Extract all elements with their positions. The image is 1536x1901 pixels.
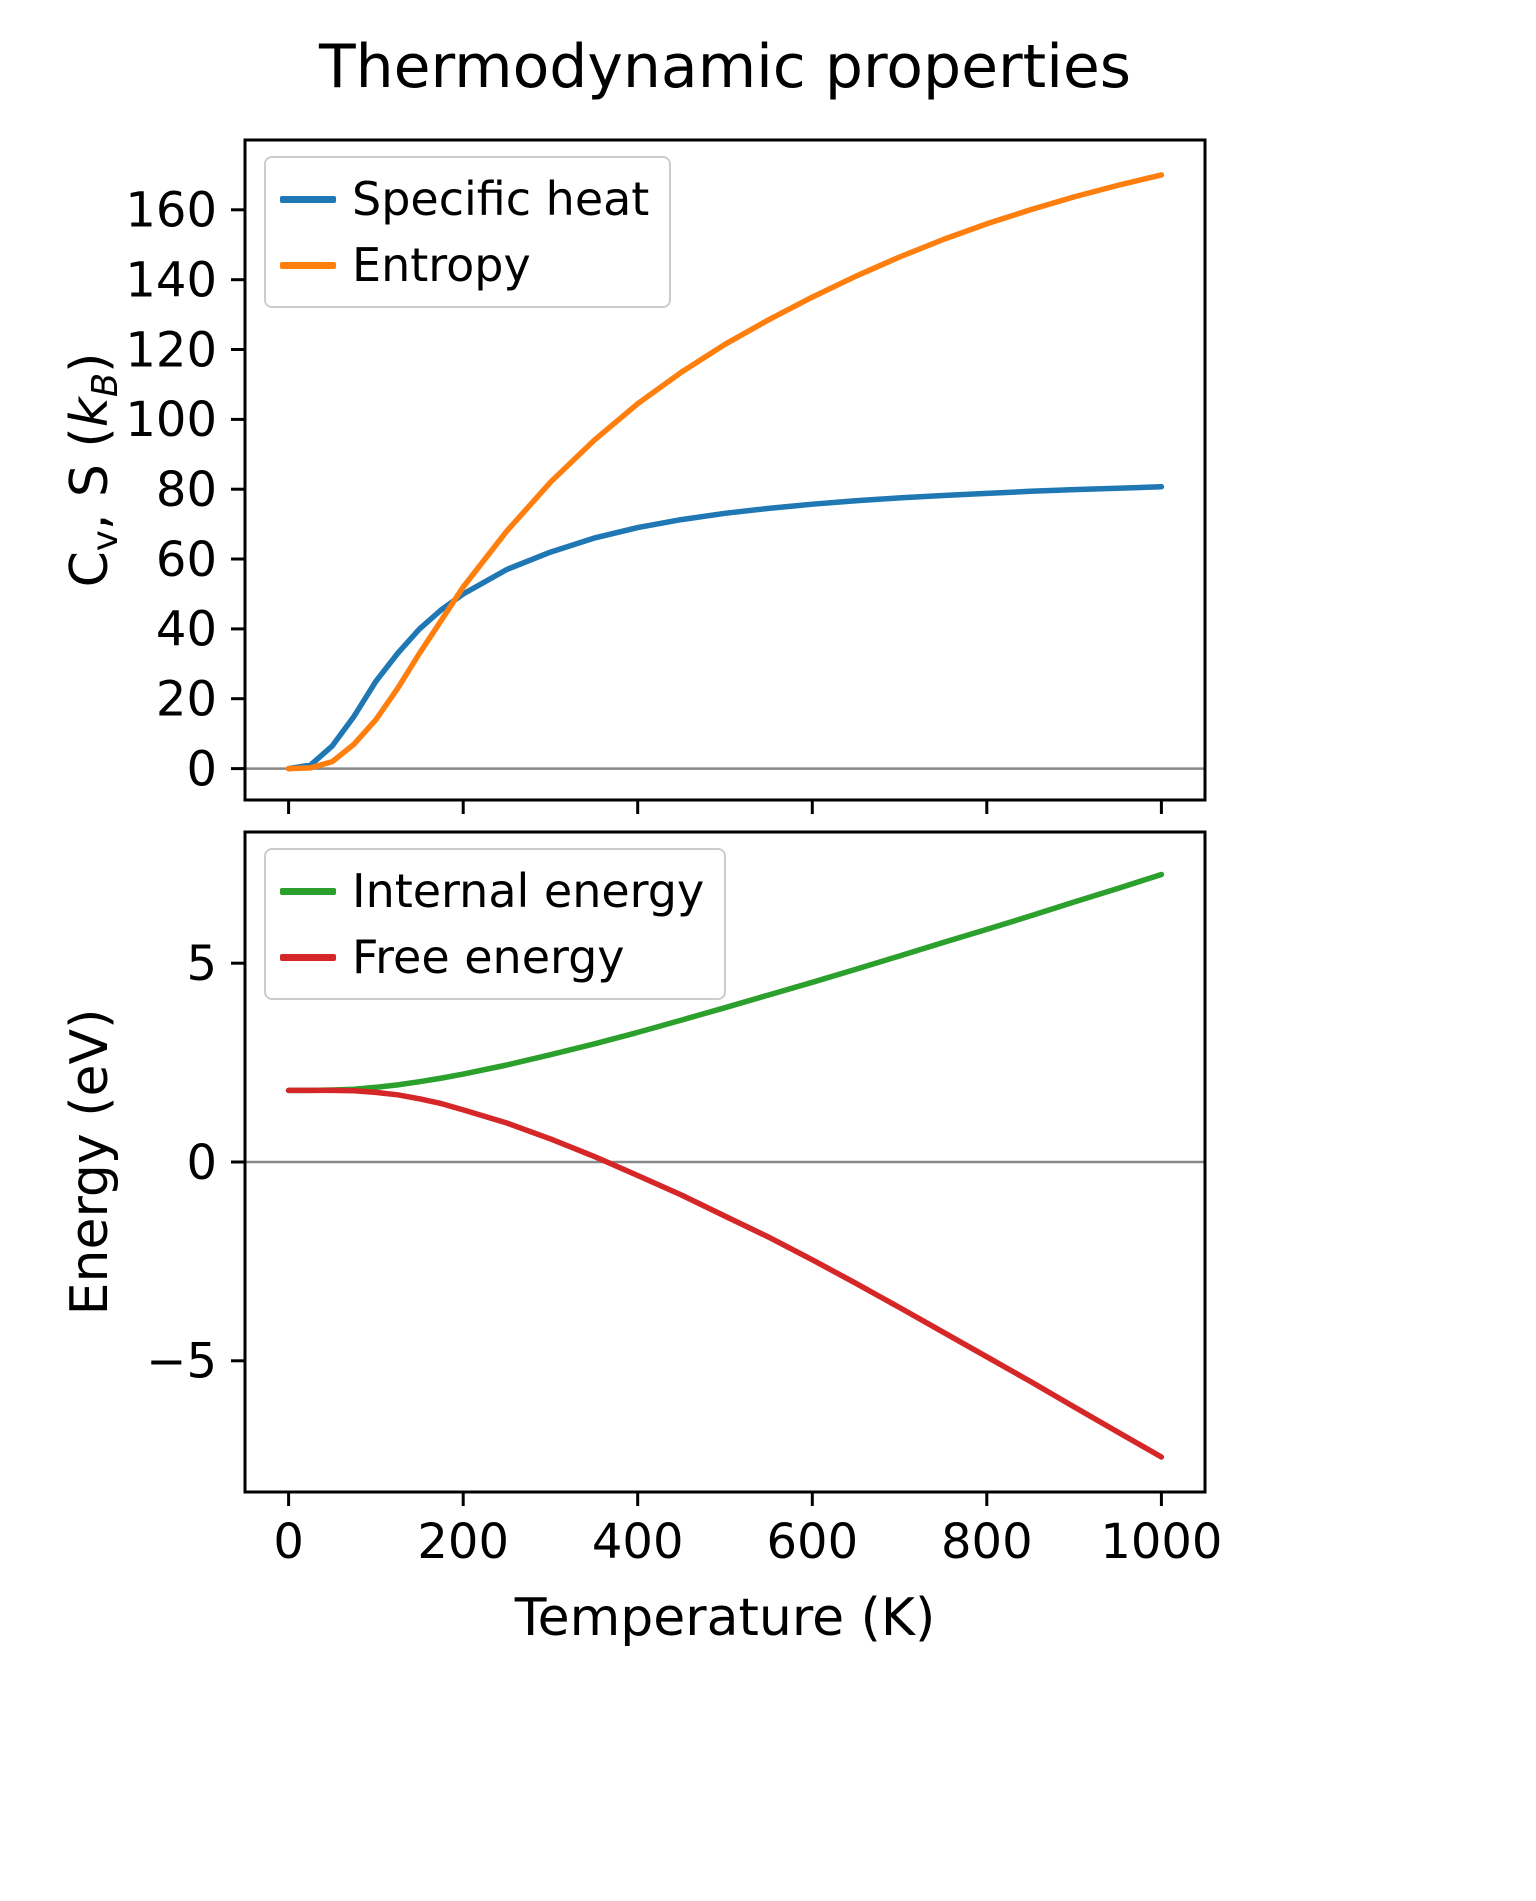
- series-line-free-energy: [285, 1087, 1165, 1460]
- top-y-axis-label: Cv, S (kB): [58, 170, 126, 770]
- y-tick-label: 80: [156, 462, 217, 518]
- bottom-legend: Internal energy Free energy: [264, 848, 727, 1000]
- legend-label: Free energy: [352, 930, 625, 984]
- legend-item: Specific heat: [280, 168, 649, 230]
- y-tick-label: 20: [156, 672, 217, 728]
- legend-label: Specific heat: [352, 172, 650, 226]
- y-tick-label: 5: [186, 936, 217, 992]
- y-tick-label: −5: [146, 1334, 217, 1390]
- legend-line-sample: [280, 195, 336, 203]
- legend-item: Free energy: [280, 926, 704, 988]
- y-tick-label: 40: [156, 602, 217, 658]
- axes-frame: [243, 138, 1207, 802]
- label-segment: ): [60, 352, 120, 373]
- label-segment: B: [84, 372, 126, 398]
- label-segment: k: [60, 397, 120, 428]
- label-segment: C: [60, 551, 120, 588]
- legend-line-sample: [280, 261, 336, 269]
- x-tick-label: 0: [273, 1514, 304, 1570]
- bottom-y-axis-label: Energy (eV): [60, 1008, 120, 1316]
- y-tick-label: 0: [186, 741, 217, 797]
- series-line-internal-energy: [285, 871, 1165, 1094]
- label-segment: , S (: [60, 427, 120, 531]
- y-tick-label: 160: [125, 183, 217, 239]
- legend-line-sample: [280, 953, 336, 961]
- legend-line-sample: [280, 887, 336, 895]
- x-tick-label: 800: [941, 1514, 1033, 1570]
- bottom-plot-energies: 0 200 400 600 800 1000 −5 0 5: [146, 830, 1222, 1570]
- legend-label: Internal energy: [352, 864, 705, 918]
- x-tick-label: 1000: [1100, 1514, 1222, 1570]
- y-tick-label: 0: [186, 1135, 217, 1191]
- x-axis-label: Temperature (K): [514, 1588, 936, 1648]
- top-legend: Specific heat Entropy: [264, 156, 672, 308]
- series-line-specific-heat: [285, 484, 1165, 772]
- x-tick-label: 600: [766, 1514, 858, 1570]
- y-tick-label: 60: [156, 532, 217, 588]
- x-tick-label: 400: [592, 1514, 684, 1570]
- y-tick-label: 140: [125, 253, 217, 309]
- y-tick-label: 120: [125, 322, 217, 378]
- label-segment: v: [84, 530, 126, 552]
- chart-title: Thermodynamic properties: [318, 32, 1132, 102]
- series-line-entropy: [285, 172, 1165, 772]
- legend-label: Entropy: [352, 238, 531, 292]
- legend-item: Internal energy: [280, 860, 704, 922]
- y-tick-label: 100: [125, 392, 217, 448]
- axes-frame: [243, 830, 1207, 1494]
- top-plot-specific-heat-entropy: 0 20 40 60 80 100 120 140 160: [125, 138, 1207, 814]
- x-tick-label: 200: [417, 1514, 509, 1570]
- legend-item: Entropy: [280, 234, 649, 296]
